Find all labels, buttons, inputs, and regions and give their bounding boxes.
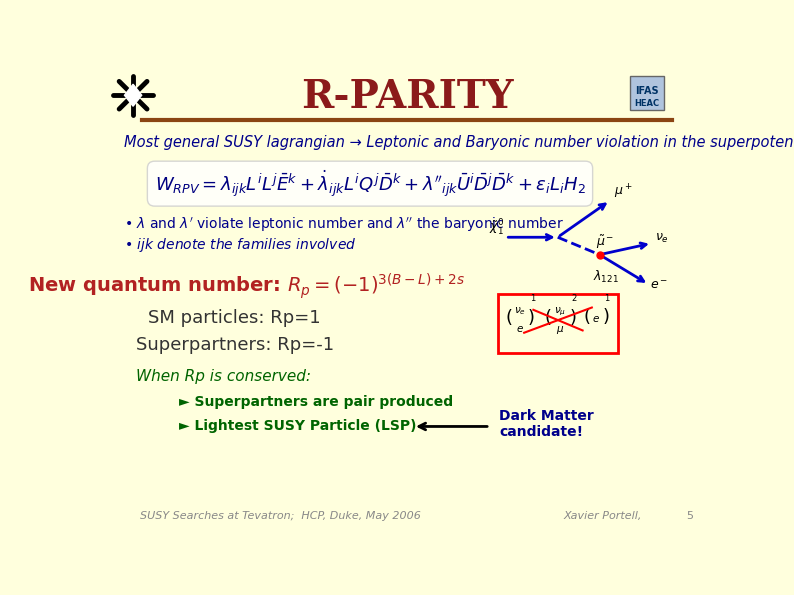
Text: $2$: $2$ [571, 292, 577, 303]
Text: R-PARITY: R-PARITY [301, 77, 513, 115]
Polygon shape [125, 84, 141, 107]
Text: ► Lightest SUSY Particle (LSP): ► Lightest SUSY Particle (LSP) [179, 419, 417, 434]
Bar [498, 293, 618, 353]
Text: $($: $($ [505, 308, 512, 327]
Text: $)$: $)$ [527, 308, 534, 327]
Text: Superpartners: Rp=-1: Superpartners: Rp=-1 [136, 336, 333, 355]
Text: $\lambda_{121}$: $\lambda_{121}$ [593, 269, 619, 286]
Text: ► Superpartners are pair produced: ► Superpartners are pair produced [179, 395, 453, 409]
Text: $\nu_\mu$: $\nu_\mu$ [554, 306, 566, 318]
Text: $($: $($ [584, 306, 591, 327]
Bar [630, 76, 664, 110]
Text: $e^-$: $e^-$ [650, 279, 669, 292]
Text: $($: $($ [545, 308, 552, 327]
Text: $\nu_e$: $\nu_e$ [655, 232, 669, 245]
Text: SM particles: Rp=1: SM particles: Rp=1 [148, 309, 321, 327]
Text: • $ijk$ denote the families involved: • $ijk$ denote the families involved [124, 236, 357, 253]
Text: HEAC: HEAC [634, 99, 659, 108]
Text: $e$: $e$ [592, 315, 600, 324]
Text: Dark Matter
candidate!: Dark Matter candidate! [499, 409, 594, 439]
Text: $e$: $e$ [515, 324, 523, 334]
Text: IFAS: IFAS [634, 86, 658, 96]
Text: $)$: $)$ [602, 306, 609, 327]
Text: Most general SUSY lagrangian → Leptonic and Baryonic number violation in the sup: Most general SUSY lagrangian → Leptonic … [124, 135, 794, 150]
Text: • $\lambda$ and $\lambda'$ violate leptonic number and $\lambda''$ the baryonic : • $\lambda$ and $\lambda'$ violate lepto… [124, 216, 564, 234]
Text: $1$: $1$ [604, 292, 611, 303]
Text: $\mu^+$: $\mu^+$ [615, 183, 633, 202]
Text: New quantum number: $R_p=(-1)^{3(B-L)+2s}$: New quantum number: $R_p=(-1)^{3(B-L)+2s… [29, 271, 465, 300]
Text: $\mu$: $\mu$ [557, 324, 565, 336]
Text: $1$: $1$ [530, 292, 537, 303]
Text: 5: 5 [686, 511, 693, 521]
Text: $W_{RPV} = \lambda_{ijk} L^i L^j \bar{E}^k + \dot{\lambda}_{ijk} L^i Q^j \bar{D}: $W_{RPV} = \lambda_{ijk} L^i L^j \bar{E}… [155, 168, 585, 199]
Text: Xavier Portell,: Xavier Portell, [564, 511, 642, 521]
Text: When Rp is conserved:: When Rp is conserved: [137, 369, 311, 384]
Text: $\tilde{\mu}^-$: $\tilde{\mu}^-$ [596, 234, 615, 252]
Text: SUSY Searches at Tevatron;  HCP, Duke, May 2006: SUSY Searches at Tevatron; HCP, Duke, Ma… [141, 511, 421, 521]
Text: $\tilde{\chi}_1^0$: $\tilde{\chi}_1^0$ [488, 218, 503, 238]
Text: $)$: $)$ [569, 308, 576, 327]
Text: $\nu_e$: $\nu_e$ [514, 305, 526, 317]
